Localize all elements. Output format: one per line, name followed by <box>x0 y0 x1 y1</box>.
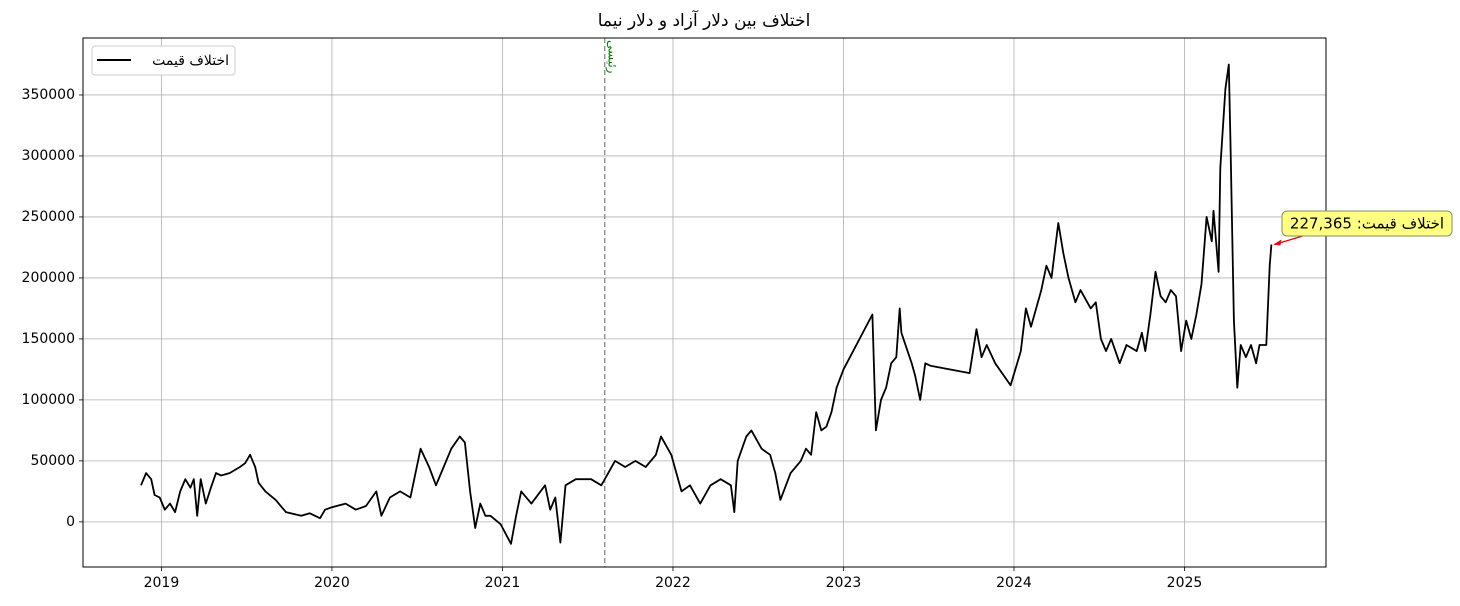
x-tick-label: 2024 <box>996 575 1032 591</box>
x-tick-label: 2021 <box>485 575 521 591</box>
y-tick-label: 100000 <box>22 392 75 408</box>
x-tick-label: 2022 <box>655 575 691 591</box>
x-tick-label: 2019 <box>144 575 180 591</box>
x-tick-label: 2020 <box>314 575 350 591</box>
y-tick-label: 50000 <box>30 453 75 469</box>
annotation-box <box>1281 210 1453 237</box>
x-tick-label: 2025 <box>1167 575 1203 591</box>
y-tick-label: 150000 <box>22 331 75 347</box>
legend-label: اختلاف قیمت <box>152 53 229 69</box>
data-line <box>140 63 1273 545</box>
arrow-head <box>1273 239 1282 246</box>
x-tick-label: 2023 <box>826 575 862 591</box>
legend-box <box>91 45 236 76</box>
plot-frame <box>82 37 1327 568</box>
y-tick-label: 250000 <box>22 209 75 225</box>
y-tick-label: 200000 <box>22 270 75 286</box>
y-tick-label: 350000 <box>22 87 75 103</box>
annotation-text: اختلاف قیمت: 227,365 <box>1290 215 1444 233</box>
event-label: رئیسی <box>604 40 619 74</box>
y-tick-label: 300000 <box>22 148 75 164</box>
chart-title: اختلاف بین دلار آزاد و دلار نیما <box>598 9 811 31</box>
y-tick-label: 0 <box>66 514 75 530</box>
